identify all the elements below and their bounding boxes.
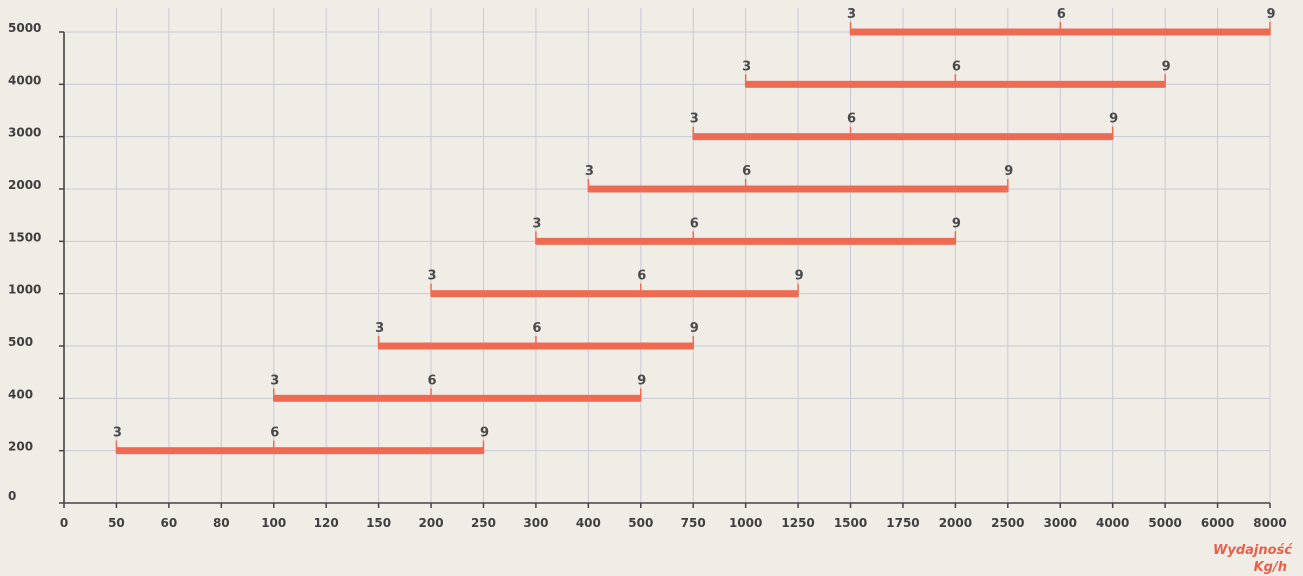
range-bar <box>535 237 956 245</box>
bar-marker-label: 6 <box>637 269 646 284</box>
x-tick-label: 0 <box>60 516 68 530</box>
x-tick-label: 6000 <box>1201 516 1234 530</box>
x-tick-label: 1000 <box>729 516 762 530</box>
bar-marker-label: 6 <box>847 112 856 127</box>
bar-marker-label: 3 <box>742 59 751 74</box>
bar-marker-label: 3 <box>532 216 541 231</box>
bar-marker-label: 6 <box>270 426 279 441</box>
bar-marker-label: 9 <box>1162 59 1171 74</box>
bar-marker-label: 6 <box>428 373 437 388</box>
bar-marker-label: 9 <box>1004 164 1013 179</box>
bar-marker-label: 3 <box>585 164 594 179</box>
x-tick-label: 500 <box>628 516 653 530</box>
y-tick-label: 5000 <box>8 21 41 35</box>
bar-marker-label: 3 <box>375 321 384 336</box>
x-tick-label: 100 <box>261 516 286 530</box>
x-tick-label: 750 <box>681 516 706 530</box>
x-tick-label: 1250 <box>781 516 814 530</box>
x-axis-unit: Kg/h <box>1254 560 1287 575</box>
bar-marker-label: 9 <box>1266 7 1275 22</box>
x-tick-label: 5000 <box>1148 516 1181 530</box>
bar-marker-label: 3 <box>428 269 437 284</box>
x-axis-label: Wydajność <box>1213 543 1293 558</box>
y-tick-label: 1000 <box>8 283 41 297</box>
axes: 0 200 400 500 1000 1500 2000 3000 4000 5000 0 50 60 8… <box>8 21 1287 530</box>
bar-marker-label: 9 <box>795 269 804 284</box>
x-tick-label: 3000 <box>1044 516 1077 530</box>
y-tick-label: 400 <box>8 387 33 401</box>
bar-marker-label: 3 <box>847 7 856 22</box>
grid <box>64 8 1271 503</box>
bar-marker-label: 9 <box>480 426 489 441</box>
bar-marker-label: 6 <box>742 164 751 179</box>
x-tick-label: 150 <box>366 516 391 530</box>
bars: 3 6 9 3 6 9 3 6 9 3 6 9 3 6 9 3 6 9 3 6 9 3 6 9 3 6 9 <box>113 7 1276 455</box>
x-tick-label: 4000 <box>1096 516 1129 530</box>
bar-marker-label: 9 <box>1109 112 1118 127</box>
x-tick-label: 1750 <box>886 516 919 530</box>
range-bar <box>693 133 1113 141</box>
y-tick-label: 1500 <box>8 230 41 244</box>
x-tick-label: 2000 <box>939 516 972 530</box>
bar-marker-label: 6 <box>1057 7 1066 22</box>
range-bar <box>273 394 641 402</box>
x-tick-label: 60 <box>161 516 178 530</box>
x-tick-label: 300 <box>523 516 548 530</box>
x-tick-label: 400 <box>576 516 601 530</box>
x-tick-label: 50 <box>108 516 125 530</box>
range-bar <box>431 290 799 298</box>
bar-marker-label: 9 <box>952 216 961 231</box>
x-tick-label: 120 <box>314 516 339 530</box>
y-tick-label: 500 <box>8 335 33 349</box>
x-tick-label: 1500 <box>834 516 867 530</box>
y-tick-label: 200 <box>8 440 33 454</box>
x-tick-label: 250 <box>471 516 496 530</box>
y-tick-label: 3000 <box>8 126 41 140</box>
bar-marker-label: 9 <box>690 321 699 336</box>
bar-marker-label: 9 <box>637 373 646 388</box>
range-bar <box>116 447 484 455</box>
bar-marker-label: 3 <box>113 426 122 441</box>
x-tick-label: 200 <box>419 516 444 530</box>
range-bar <box>588 185 1008 193</box>
x-tick-label: 8000 <box>1253 516 1286 530</box>
bar-marker-label: 6 <box>952 59 961 74</box>
bar-marker-label: 6 <box>690 216 699 231</box>
bar-marker-label: 6 <box>532 321 541 336</box>
y-tick-label: 2000 <box>8 178 41 192</box>
bar-marker-label: 3 <box>690 112 699 127</box>
x-tick-label: 80 <box>213 516 230 530</box>
bar-marker-label: 3 <box>270 373 279 388</box>
y-tick-label: 4000 <box>8 73 41 87</box>
y-tick-label: 0 <box>8 489 16 503</box>
x-tick-label: 2500 <box>991 516 1024 530</box>
